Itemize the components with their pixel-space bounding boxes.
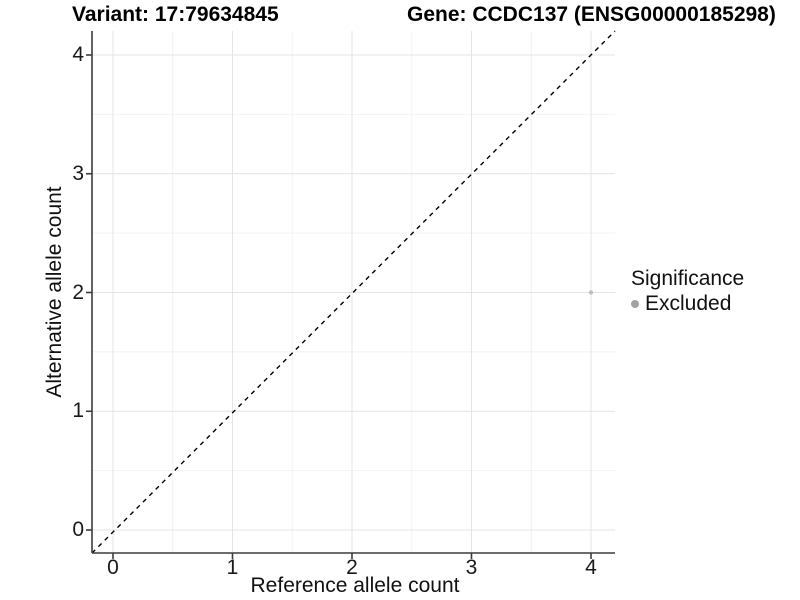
y-tick-label: 3 — [72, 161, 84, 185]
identity-line — [91, 30, 616, 554]
data-point — [588, 290, 594, 295]
x-tick-label: 2 — [346, 556, 358, 579]
legend-point-icon — [631, 300, 639, 308]
plot-title-gene: Gene: CCDC137 (ENSG00000185298) — [407, 3, 776, 26]
x-tick-label: 1 — [226, 556, 239, 579]
legend-title: Significance — [631, 267, 745, 290]
legend: Significance Excluded — [631, 268, 744, 315]
x-axis-title: Reference allele count — [250, 574, 460, 597]
y-tick-label: 4 — [72, 43, 84, 66]
y-tick-label: 0 — [72, 518, 84, 541]
legend-entry-label: Excluded — [645, 292, 732, 315]
x-tick-label: 3 — [465, 556, 478, 579]
legend-entry: Excluded — [631, 293, 744, 315]
x-tick-label: 0 — [107, 556, 119, 579]
plot-title-variant: Variant: 17:79634845 — [72, 3, 279, 26]
x-tick-label: 4 — [585, 556, 597, 579]
y-tick-label: 1 — [72, 399, 84, 423]
y-tick-label: 2 — [72, 280, 84, 304]
